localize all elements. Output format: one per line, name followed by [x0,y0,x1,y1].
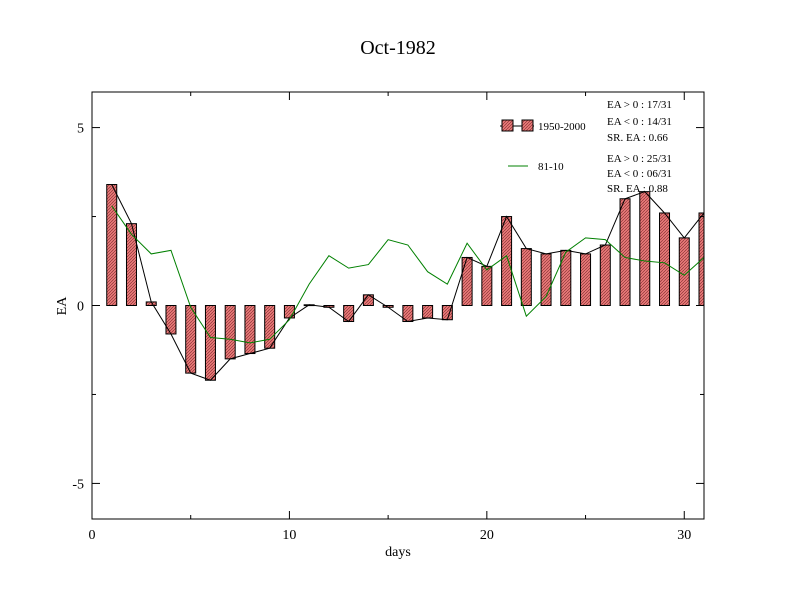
chart-title: Oct-1982 [360,37,436,59]
legend-swatch-1950-2000-b [521,119,534,132]
bar-day-9 [264,305,276,349]
bar-day-17 [422,305,434,319]
axes: -5 0 5 0 10 20 30 [72,92,704,543]
series-line-81-10 [111,205,705,344]
bar-day-23 [540,253,552,306]
y-tick-label-0: 0 [77,300,84,315]
bar-day-19 [461,256,473,306]
legend: 1950-2000 EA > 0 : 17/31 EA < 0 : 14/31 … [500,99,672,195]
x-tick-label-20: 20 [480,528,494,543]
bar-day-26 [599,244,611,306]
bar-day-29 [659,212,671,306]
stat-1950-2000-positive: EA > 0 : 17/31 [607,99,672,111]
plot-area [106,184,705,381]
x-tick-label-10: 10 [282,528,296,543]
legend-entry-81-10: 81-10 EA > 0 : 25/31 EA < 0 : 06/31 SR. … [508,153,672,195]
y-tick-label-5: 5 [77,122,84,137]
bar-day-7 [224,305,236,360]
bar-day-20 [481,265,493,306]
legend-entry-1950-2000: 1950-2000 EA > 0 : 17/31 EA < 0 : 14/31 … [500,99,672,144]
bar-day-6 [204,305,216,381]
bar-day-5 [185,305,197,374]
x-tick-label-30: 30 [677,528,691,543]
x-tick-label-0: 0 [89,528,96,543]
bar-day-1 [106,184,118,307]
bar-day-24 [560,249,572,307]
legend-swatch-1950-2000-a [501,119,514,132]
bar-day-28 [639,191,651,307]
x-axis-label: days [385,545,411,560]
stat-81-10-sr: SR. EA : 0.88 [607,183,668,195]
legend-label-1950-2000: 1950-2000 [538,121,586,133]
stat-1950-2000-sr: SR. EA : 0.66 [607,132,668,144]
series-line-1950-2000 [111,184,705,381]
bar-day-27 [619,198,631,306]
bar-day-4 [165,305,177,335]
y-axis-label: EA [55,296,70,316]
stat-81-10-negative: EA < 0 : 06/31 [607,168,672,180]
bar-day-25 [580,253,592,306]
bar-day-21 [501,216,513,306]
legend-label-81-10: 81-10 [538,161,564,173]
stat-81-10-positive: EA > 0 : 25/31 [607,153,672,165]
bar-day-8 [244,305,256,355]
y-tick-label--5: -5 [72,477,84,492]
bar-day-22 [520,248,532,307]
stat-1950-2000-negative: EA < 0 : 14/31 [607,116,672,128]
